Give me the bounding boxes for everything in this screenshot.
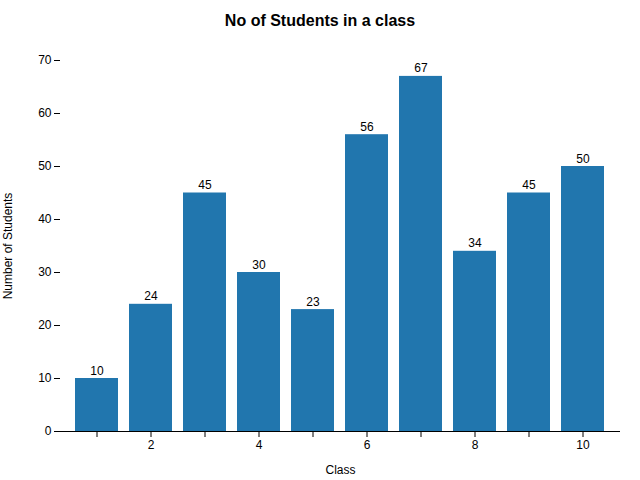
svg-text:10: 10 xyxy=(90,364,104,378)
svg-text:67: 67 xyxy=(414,61,428,75)
svg-text:45: 45 xyxy=(522,178,536,192)
svg-text:8: 8 xyxy=(472,438,479,452)
svg-text:34: 34 xyxy=(468,236,482,250)
svg-text:30: 30 xyxy=(252,258,266,272)
svg-text:50: 50 xyxy=(576,152,590,166)
svg-text:23: 23 xyxy=(306,295,320,309)
svg-text:20: 20 xyxy=(38,318,52,332)
svg-text:2: 2 xyxy=(148,438,155,452)
svg-text:45: 45 xyxy=(198,178,212,192)
svg-text:0: 0 xyxy=(45,424,52,438)
svg-text:6: 6 xyxy=(364,438,371,452)
svg-text:Number of Students: Number of Students xyxy=(1,193,15,300)
svg-text:24: 24 xyxy=(144,289,158,303)
html-text:No of Students in a class: No of Students in a class xyxy=(224,12,416,29)
svg-text:56: 56 xyxy=(360,120,374,134)
svg-text:30: 30 xyxy=(38,265,52,279)
svg-text:10: 10 xyxy=(38,371,52,385)
svg-text:4: 4 xyxy=(256,438,263,452)
svg-text:60: 60 xyxy=(38,106,52,120)
svg-text:70: 70 xyxy=(38,53,52,67)
svg-text:50: 50 xyxy=(38,159,52,173)
svg-text:10: 10 xyxy=(576,438,590,452)
svg-text:40: 40 xyxy=(38,212,52,226)
svg-text:Class: Class xyxy=(325,463,355,477)
